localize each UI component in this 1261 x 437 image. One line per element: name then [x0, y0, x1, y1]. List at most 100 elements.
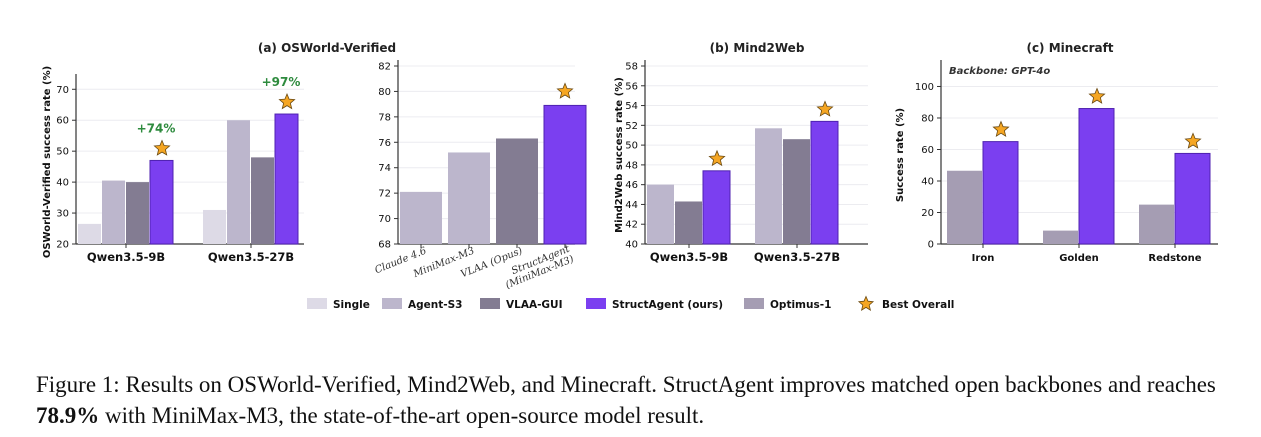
mind2web-panel-ytick-label: 58	[625, 62, 638, 73]
osworld-panel-bar	[78, 223, 101, 244]
osworld-panel-bar	[227, 120, 250, 244]
osworld-frontier-panel-ytick-label: 72	[378, 189, 391, 200]
osworld-frontier-panel-bar	[400, 191, 442, 244]
osworld-panel-ylabel: OSWorld-Verified success rate (%)	[42, 66, 53, 258]
minecraft-panel-ytick-label: 20	[921, 208, 934, 219]
mind2web-panel-category-label: Qwen3.5-9B	[650, 250, 728, 264]
minecraft-panel-ytick-label: 100	[915, 82, 934, 93]
osworld-panel-best-star	[278, 92, 296, 110]
figure-panels: 20 30 40 50 60 70 +74% Qwen3.5-9B +97% Qwen3.5-27…	[42, 41, 1218, 311]
minecraft-panel-category-label: Redstone	[1148, 253, 1201, 264]
osworld-panel-ytick-label: 20	[56, 240, 69, 251]
osworld-frontier-panel-best-star	[556, 82, 574, 99]
osworld-panel-bar	[251, 157, 274, 244]
osworld-panel-bar	[149, 159, 174, 245]
minecraft-panel-ytick-label: 0	[928, 240, 934, 251]
mind2web-panel-bar	[647, 184, 674, 244]
minecraft-panel-category-label: Iron	[972, 253, 995, 264]
caption-suffix: with MiniMax-M3, the state-of-the-art op…	[99, 403, 705, 428]
osworld-panel-ytick-label: 40	[56, 178, 69, 189]
minecraft-panel-note: Backbone: GPT-4o	[949, 66, 1050, 77]
caption-highlight: 78.9%	[36, 403, 100, 428]
mind2web-panel-bar	[675, 201, 702, 244]
legend-star-icon	[857, 295, 875, 311]
osworld-frontier-panel-ytick-label: 80	[378, 87, 391, 98]
legend: Single Agent-S3 VLAA-GUI StructAgent (ours)…	[307, 295, 954, 311]
osworld-panel-category-label: Qwen3.5-27B	[208, 250, 294, 264]
osworld-panel-best-star	[153, 139, 171, 156]
mind2web-panel-ytick-label: 48	[625, 160, 638, 171]
mind2web-panel-ytick-label: 54	[625, 101, 638, 112]
legend-label: Agent-S3	[408, 299, 462, 311]
legend-swatch	[480, 298, 500, 309]
legend-swatch	[382, 298, 402, 309]
legend-label: Single	[333, 299, 370, 311]
mind2web-panel-ytick-label: 46	[625, 180, 638, 191]
minecraft-panel: 0 20 40 60 80 100 Iron Golden Redstone (c) Minecr…	[895, 41, 1218, 264]
minecraft-panel-ytick-label: 40	[921, 176, 934, 187]
minecraft-panel-ytick-label: 60	[921, 145, 934, 156]
osworld-panel-category-label: Qwen3.5-9B	[87, 250, 165, 264]
legend-label: Best Overall	[882, 299, 954, 311]
minecraft-panel-category-label: Golden	[1059, 253, 1099, 264]
mind2web-panel-ylabel: Mind2Web success rate (%)	[614, 77, 625, 233]
osworld-frontier-panel-bar	[543, 104, 587, 245]
mind2web-panel-ytick-label: 40	[625, 240, 638, 251]
osworld-panel-bar	[102, 180, 125, 244]
mind2web-panel-ytick-label: 56	[625, 81, 638, 92]
osworld-frontier-panel-ytick-label: 68	[378, 240, 391, 251]
osworld-frontier-panel-ytick-label: 76	[378, 138, 391, 149]
minecraft-panel-bar	[1078, 108, 1115, 245]
mind2web-panel-ytick-label: 52	[625, 121, 638, 132]
osworld-panel-ytick-label: 30	[56, 209, 69, 220]
legend-swatch	[744, 298, 764, 309]
mind2web-panel-ytick-label: 44	[625, 200, 638, 211]
minecraft-panel-title: (c) Minecraft	[1026, 41, 1113, 55]
osworld-frontier-panel-ytick-label: 78	[378, 112, 391, 123]
minecraft-panel-bar	[1139, 204, 1174, 244]
osworld-frontier-panel-bar	[448, 152, 490, 244]
mind2web-panel-ytick-label: 50	[625, 141, 638, 152]
osworld-panel-gain-label: +74%	[137, 121, 176, 135]
minecraft-panel-bar	[982, 141, 1019, 245]
mind2web-panel-bar	[702, 170, 731, 245]
mind2web-panel: 40 42 44 46 48 50 52 54 56 58 Qwen3.5-9B Qwen3.5-27…	[614, 41, 868, 264]
mind2web-panel-best-star	[816, 100, 834, 117]
minecraft-panel-best-star	[1088, 87, 1106, 104]
mind2web-panel-bar	[810, 120, 839, 245]
minecraft-panel-ytick-label: 80	[921, 113, 934, 124]
figure-caption: Figure 1: Results on OSWorld-Verified, M…	[36, 369, 1236, 431]
legend-label: VLAA-GUI	[506, 299, 562, 311]
osworld-panel-ytick-label: 50	[56, 147, 69, 158]
osworld-panel-ytick-label: 70	[56, 85, 69, 96]
osworld-panel-bar	[126, 182, 149, 244]
minecraft-panel-best-star	[1184, 132, 1202, 149]
osworld-frontier-panel-ytick-label: 70	[378, 214, 391, 225]
minecraft-panel-best-star	[992, 120, 1010, 137]
mind2web-panel-best-star	[708, 149, 726, 167]
osworld-panel-gain-label: +97%	[262, 75, 301, 89]
mind2web-panel-ytick-label: 42	[625, 220, 638, 231]
osworld-panel-ytick-label: 60	[56, 116, 69, 127]
legend-swatch	[307, 298, 327, 309]
osworld-panel-title: (a) OSWorld-Verified	[258, 41, 396, 55]
legend-label: StructAgent (ours)	[612, 299, 723, 311]
osworld-frontier-panel-ytick-label: 74	[378, 163, 391, 174]
mind2web-panel-bar	[755, 128, 782, 244]
caption-prefix: Figure 1: Results on OSWorld-Verified, M…	[36, 372, 1216, 397]
minecraft-panel-bar	[1043, 230, 1078, 244]
minecraft-panel-ylabel: Success rate (%)	[895, 108, 906, 202]
osworld-panel-bar	[203, 209, 226, 244]
minecraft-panel-bar	[1174, 152, 1211, 245]
mind2web-panel-title: (b) Mind2Web	[710, 41, 805, 55]
osworld-panel: 20 30 40 50 60 70 +74% Qwen3.5-9B +97% Qwen3.5-27…	[42, 41, 396, 264]
legend-swatch	[586, 298, 606, 309]
osworld-panel-bar	[274, 113, 299, 245]
legend-label: Optimus-1	[770, 299, 831, 311]
osworld-frontier-panel-bar	[496, 138, 538, 244]
mind2web-panel-category-label: Qwen3.5-27B	[754, 250, 840, 264]
mind2web-panel-bar	[783, 139, 810, 244]
osworld-frontier-panel-ytick-label: 82	[378, 62, 391, 73]
minecraft-panel-bar	[947, 170, 982, 244]
